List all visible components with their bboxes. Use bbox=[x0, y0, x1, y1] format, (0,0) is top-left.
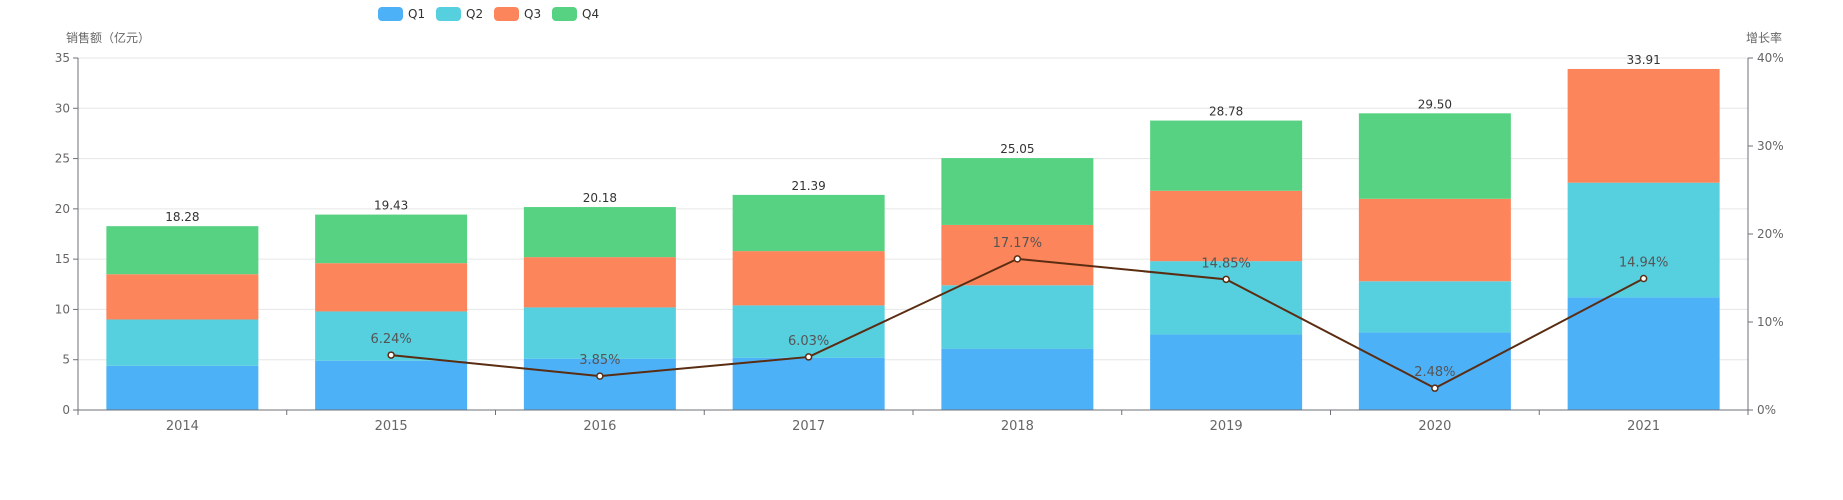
bar-q2-2018 bbox=[941, 285, 1094, 349]
y2-tick-label: 20% bbox=[1757, 227, 1784, 241]
legend-label-q3: Q3 bbox=[524, 7, 541, 21]
growth-rate-label-2020: 2.48% bbox=[1414, 365, 1455, 380]
y-tick-label: 0 bbox=[62, 403, 70, 417]
legend-label-q4: Q4 bbox=[582, 7, 599, 21]
growth-rate-point-2015 bbox=[387, 351, 395, 359]
legend-swatch-q3 bbox=[494, 7, 519, 21]
growth-rate-label-2016: 3.85% bbox=[579, 353, 620, 368]
y-tick-label: 15 bbox=[55, 252, 70, 266]
bars-layer bbox=[106, 68, 1720, 410]
bar-q3-2019 bbox=[1150, 190, 1303, 262]
growth-rate-label-2019: 14.85% bbox=[1201, 256, 1251, 271]
bar-q1-2018 bbox=[941, 348, 1094, 410]
bar-q4-2018 bbox=[941, 158, 1094, 225]
total-label-2017: 21.39 bbox=[791, 179, 825, 193]
bar-q4-2017 bbox=[732, 194, 885, 252]
legend-swatch-q2 bbox=[436, 7, 461, 21]
bar-q2-2019 bbox=[1150, 261, 1303, 335]
bar-q4-2020 bbox=[1358, 113, 1511, 199]
growth-rate-label-2017: 6.03% bbox=[788, 334, 829, 349]
bar-q3-2018 bbox=[941, 224, 1094, 286]
total-label-2021: 33.91 bbox=[1626, 53, 1660, 67]
bar-q3-2014 bbox=[106, 274, 259, 320]
total-label-2015: 19.43 bbox=[374, 199, 408, 213]
bar-q4-2014 bbox=[106, 226, 259, 275]
growth-rate-point-2020 bbox=[1431, 384, 1439, 392]
bar-q2-2016 bbox=[523, 307, 676, 359]
legend-swatch-q1 bbox=[378, 7, 403, 21]
x-tick-label-2018: 2018 bbox=[1001, 419, 1034, 434]
bar-q1-2016 bbox=[523, 358, 676, 410]
y-tick-label: 25 bbox=[55, 152, 70, 166]
bar-q1-2017 bbox=[732, 357, 885, 410]
bar-q2-2020 bbox=[1358, 281, 1511, 333]
total-label-2020: 29.50 bbox=[1418, 97, 1452, 111]
bar-q3-2015 bbox=[315, 263, 468, 312]
y2-tick-label: 10% bbox=[1757, 315, 1784, 329]
x-tick-label-2016: 2016 bbox=[583, 419, 616, 434]
x-tick-label-2019: 2019 bbox=[1210, 419, 1243, 434]
growth-rate-label-2018: 17.17% bbox=[993, 236, 1043, 251]
total-label-2016: 20.18 bbox=[583, 191, 617, 205]
legend-label-q1: Q1 bbox=[408, 7, 425, 21]
x-tick-label-2020: 2020 bbox=[1418, 419, 1451, 434]
labels-layer: 18.28 19.43 20.18 21.39 25.05 28.78 29.50 33.91… bbox=[165, 53, 1668, 380]
x-tick-label-2014: 2014 bbox=[166, 419, 199, 434]
y2-tick-label: 0% bbox=[1757, 403, 1776, 417]
bar-q3-2020 bbox=[1358, 198, 1511, 282]
legend: Q1 Q2 Q3 Q4 bbox=[378, 7, 599, 21]
bar-q4-2016 bbox=[523, 207, 676, 258]
y2-axis-title: 增长率 bbox=[1746, 30, 1782, 45]
y-tick-label: 5 bbox=[62, 353, 70, 367]
bar-q1-2019 bbox=[1150, 334, 1303, 410]
y2-tick-label: 30% bbox=[1757, 139, 1784, 153]
total-label-2019: 28.78 bbox=[1209, 105, 1243, 119]
total-label-2014: 18.28 bbox=[165, 210, 199, 224]
y-tick-label: 20 bbox=[55, 202, 70, 216]
bar-q2-2014 bbox=[106, 319, 259, 366]
x-tick-label-2015: 2015 bbox=[375, 419, 408, 434]
line-layer bbox=[387, 255, 1648, 392]
growth-rate-point-2016 bbox=[596, 372, 604, 380]
bar-q3-2017 bbox=[732, 251, 885, 306]
axis-layer: 0 5 10 15 20 25 30 35 0% 10% 20% 30% 40% 销售额（亿元） 增长率 20… bbox=[55, 30, 1784, 434]
growth-rate-point-2018 bbox=[1013, 255, 1022, 263]
bar-q1-2020 bbox=[1358, 332, 1511, 410]
bar-q4-2019 bbox=[1150, 120, 1303, 191]
legend-swatch-q4 bbox=[552, 7, 577, 21]
y2-tick-label: 40% bbox=[1757, 51, 1784, 65]
total-label-2018: 25.05 bbox=[1000, 142, 1034, 156]
y-tick-label: 30 bbox=[55, 101, 70, 115]
y-axis-title: 销售额（亿元） bbox=[66, 30, 150, 45]
bar-q4-2015 bbox=[315, 214, 468, 264]
growth-rate-label-2015: 6.24% bbox=[370, 332, 411, 347]
growth-rate-point-2021 bbox=[1639, 274, 1648, 283]
bar-q1-2014 bbox=[106, 365, 259, 410]
y-tick-label: 35 bbox=[55, 51, 70, 65]
growth-rate-label-2021: 14.94% bbox=[1619, 256, 1669, 271]
legend-label-q2: Q2 bbox=[466, 7, 483, 21]
bar-q2-2017 bbox=[732, 305, 885, 358]
bar-q1-2015 bbox=[315, 360, 468, 410]
growth-rate-point-2019 bbox=[1222, 275, 1230, 284]
bar-q3-2016 bbox=[523, 257, 676, 308]
growth-rate-point-2017 bbox=[804, 353, 813, 361]
bar-q3-2021 bbox=[1567, 68, 1720, 183]
x-tick-label-2017: 2017 bbox=[792, 419, 825, 434]
x-tick-label-2021: 2021 bbox=[1627, 419, 1660, 434]
y-tick-label: 10 bbox=[55, 302, 70, 316]
bar-q1-2021 bbox=[1567, 297, 1720, 410]
